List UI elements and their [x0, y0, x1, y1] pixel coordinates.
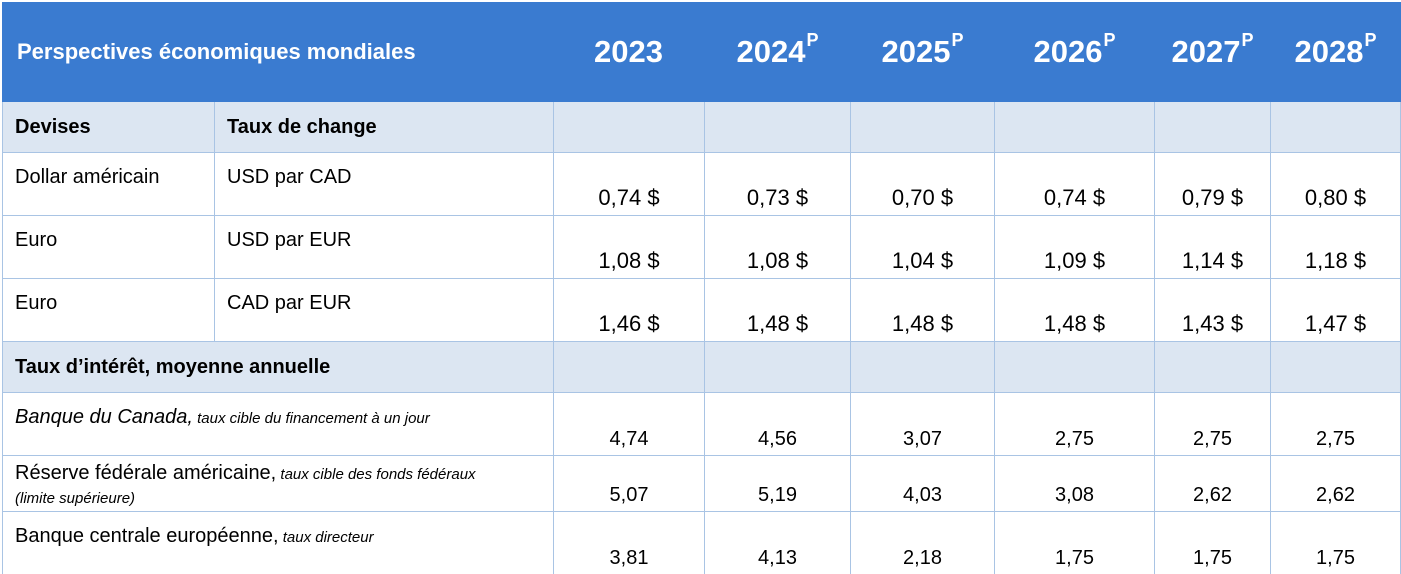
value-cell: 3,81 — [554, 512, 705, 574]
rate-note: taux cible des fonds fédéraux — [276, 466, 475, 483]
rate-note-2: (limite supérieure) — [15, 490, 135, 507]
year-header-2025: 2025P — [851, 3, 995, 102]
value-cell: 1,43 $ — [1155, 279, 1271, 342]
value-cell: 1,14 $ — [1155, 216, 1271, 279]
rate-institution: Réserve fédérale américaine, — [15, 462, 276, 484]
value-cell: 0,79 $ — [1155, 153, 1271, 216]
table-row: Banque centrale européenne, taux directe… — [3, 512, 1401, 574]
currency-unit: CAD par EUR — [215, 279, 554, 342]
value-cell: 2,18 — [851, 512, 995, 574]
value-cell: 1,48 $ — [851, 279, 995, 342]
year-header-2027: 2027P — [1155, 3, 1271, 102]
value-cell: 0,73 $ — [705, 153, 851, 216]
value-cell: 1,75 — [995, 512, 1155, 574]
value-cell: 1,09 $ — [995, 216, 1155, 279]
table-row: Euro USD par EUR 1,08 $ 1,08 $ 1,04 $ 1,… — [3, 216, 1401, 279]
section-label-exchange-rate: Taux de change — [215, 102, 554, 153]
value-cell: 3,08 — [995, 456, 1155, 512]
rate-note: taux directeur — [279, 529, 374, 546]
year-header-2023: 2023 — [554, 3, 705, 102]
value-cell: 0,80 $ — [1271, 153, 1401, 216]
value-cell: 2,75 — [1271, 393, 1401, 456]
value-cell: 2,75 — [1155, 393, 1271, 456]
rate-label: Banque centrale européenne, taux directe… — [3, 512, 554, 574]
currency-name: Euro — [3, 216, 215, 279]
value-cell: 1,75 — [1271, 512, 1401, 574]
value-cell: 2,75 — [995, 393, 1155, 456]
value-cell: 4,74 — [554, 393, 705, 456]
currency-name: Euro — [3, 279, 215, 342]
value-cell: 3,07 — [851, 393, 995, 456]
rate-institution: Banque du Canada, — [15, 406, 193, 428]
value-cell: 4,03 — [851, 456, 995, 512]
table-row: Dollar américain USD par CAD 0,74 $ 0,73… — [3, 153, 1401, 216]
value-cell: 1,48 $ — [995, 279, 1155, 342]
section-label-interest-rates: Taux d’intérêt, moyenne annuelle — [3, 342, 554, 393]
value-cell: 0,70 $ — [851, 153, 995, 216]
value-cell: 5,19 — [705, 456, 851, 512]
value-cell: 4,56 — [705, 393, 851, 456]
table-row: Réserve fédérale américaine, taux cible … — [3, 456, 1401, 512]
value-cell: 1,46 $ — [554, 279, 705, 342]
section-row-interest-rates: Taux d’intérêt, moyenne annuelle — [3, 342, 1401, 393]
currency-name: Dollar américain — [3, 153, 215, 216]
value-cell: 1,04 $ — [851, 216, 995, 279]
value-cell: 4,13 — [705, 512, 851, 574]
value-cell: 2,62 — [1155, 456, 1271, 512]
year-header-2024: 2024P — [705, 3, 851, 102]
value-cell: 0,74 $ — [554, 153, 705, 216]
table-title: Perspectives économiques mondiales — [3, 3, 554, 102]
table-header-row: Perspectives économiques mondiales 2023 … — [3, 3, 1401, 102]
value-cell: 5,07 — [554, 456, 705, 512]
year-header-2026: 2026P — [995, 3, 1155, 102]
value-cell: 1,08 $ — [705, 216, 851, 279]
section-label-currencies: Devises — [3, 102, 215, 153]
currency-unit: USD par EUR — [215, 216, 554, 279]
value-cell: 1,18 $ — [1271, 216, 1401, 279]
value-cell: 2,62 — [1271, 456, 1401, 512]
rate-note: taux cible du financement à un jour — [193, 410, 430, 427]
currency-unit: USD par CAD — [215, 153, 554, 216]
table-row: Banque du Canada, taux cible du financem… — [3, 393, 1401, 456]
year-header-2028: 2028P — [1271, 3, 1401, 102]
value-cell: 1,47 $ — [1271, 279, 1401, 342]
value-cell: 1,75 — [1155, 512, 1271, 574]
value-cell: 1,08 $ — [554, 216, 705, 279]
value-cell: 0,74 $ — [995, 153, 1155, 216]
rate-institution: Banque centrale européenne, — [15, 525, 279, 547]
table-row: Euro CAD par EUR 1,46 $ 1,48 $ 1,48 $ 1,… — [3, 279, 1401, 342]
section-row-currencies: Devises Taux de change — [3, 102, 1401, 153]
rate-label: Banque du Canada, taux cible du financem… — [3, 393, 554, 456]
rate-label: Réserve fédérale américaine, taux cible … — [3, 456, 554, 512]
value-cell: 1,48 $ — [705, 279, 851, 342]
